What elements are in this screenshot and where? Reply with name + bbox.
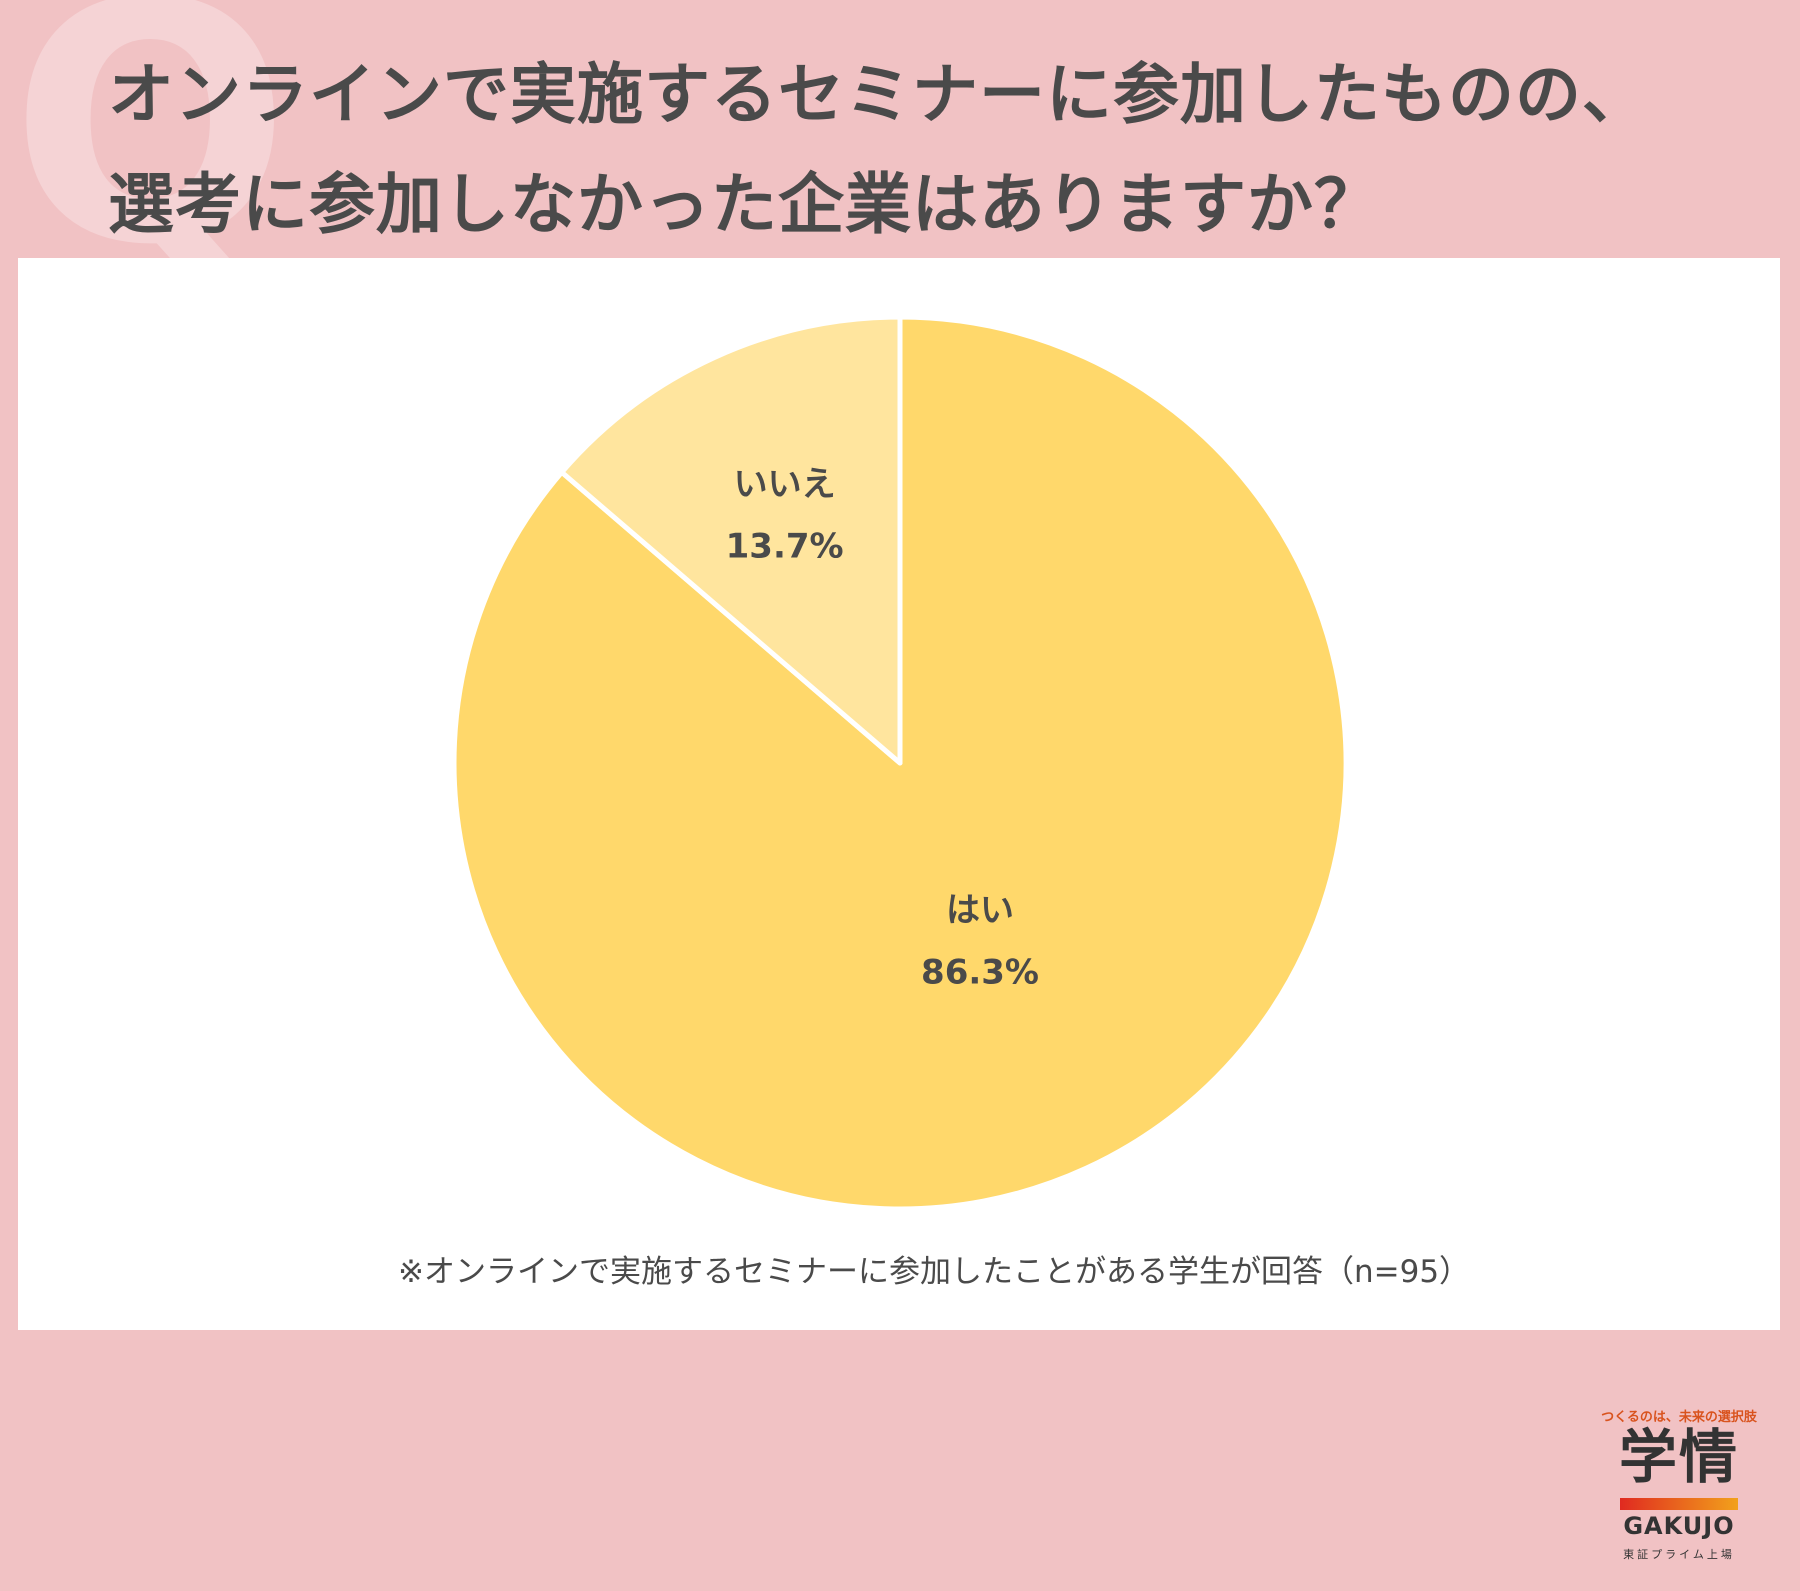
title-line-1: オンラインで実施するセミナーに参加したものの、 xyxy=(108,56,1649,133)
logo-tagline: つくるのは、未来の選択肢 xyxy=(1601,1410,1757,1425)
pie-label-1: いいえ xyxy=(734,465,836,505)
page-title: オンラインで実施するセミナーに参加したものの、 選考に参加しなかった企業はありま… xyxy=(108,40,1768,260)
pie-slice-1 xyxy=(559,314,903,766)
pie-label-0: はい xyxy=(946,890,1014,930)
pie-chart: はい 86.3% いいえ 13.7% xyxy=(451,314,1349,1212)
gakujo-logo: つくるのは、未来の選択肢 学情 GAKUJO 東証プライム上場 xyxy=(1578,1406,1780,1591)
pie-value-0: 86.3% xyxy=(921,952,1039,992)
chart-panel: はい 86.3% いいえ 13.7% ※オンラインで実施するセミナーに参加したことがあ… xyxy=(18,258,1780,1561)
title-line-2: 選考に参加しなかった企業はありますか？ xyxy=(108,166,1381,243)
logo-latin: GAKUJO xyxy=(1623,1512,1735,1540)
logo-sub: 東証プライム上場 xyxy=(1623,1548,1735,1561)
logo-name: 学情 xyxy=(1618,1423,1739,1491)
pie-value-1: 13.7% xyxy=(726,527,844,567)
q-watermark: Q xyxy=(10,0,291,317)
footnote: ※オンラインで実施するセミナーに参加したことがある学生が回答（n=95） xyxy=(398,1254,1471,1290)
logo-bar xyxy=(1620,1498,1738,1510)
